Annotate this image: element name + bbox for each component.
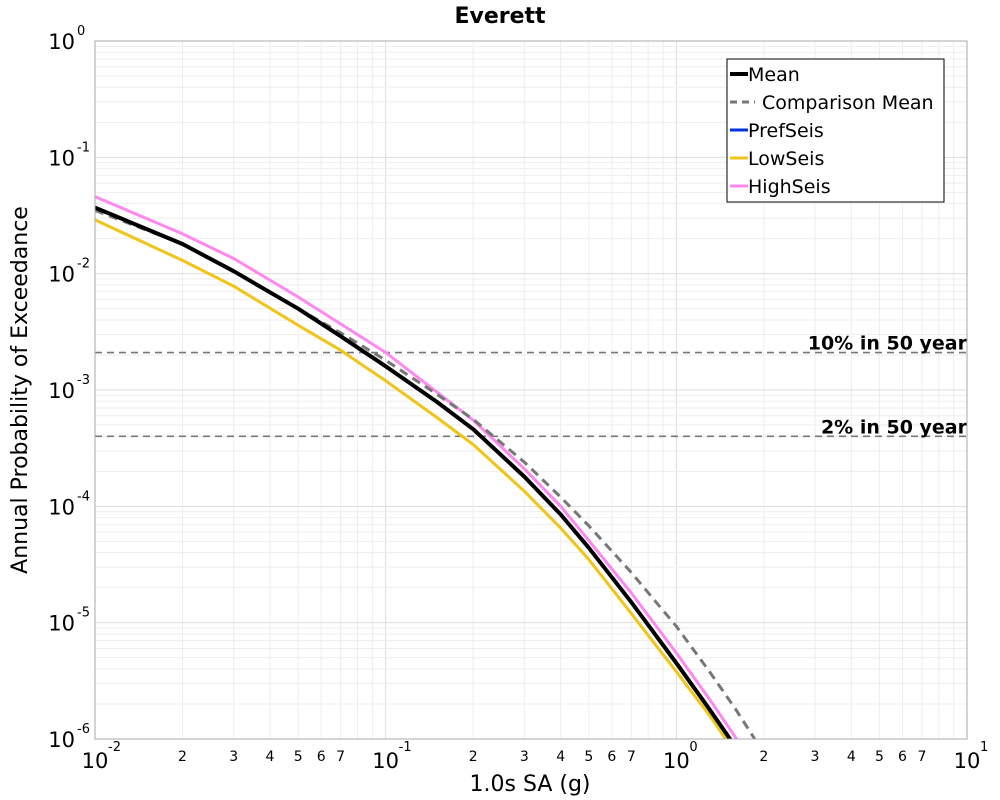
x-decade-tick-label: 100 [663,740,698,773]
legend: Mean Comparison Mean PrefSeis LowSeis HighSe… [726,58,945,203]
x-minor-tick-label: 3 [520,749,529,765]
x-tick-exponent: 1 [980,740,988,755]
x-decade-tick-label: 10-2 [82,740,121,773]
y-tick-base: 10 [48,30,75,54]
x-minor-tick-label: 5 [294,749,303,765]
series-line-mean [95,205,733,739]
y-tick-base: 10 [48,495,75,519]
x-minor-tick-label: 6 [607,749,616,765]
legend-item: Comparison Mean [730,92,934,114]
series-line-comparison-mean [95,208,757,739]
x-minor-tick-label: 6 [317,749,326,765]
legend-item: HighSeis [730,176,831,198]
x-minor-tick-label: 4 [847,749,856,765]
x-axis-label: 1.0s SA (g) [470,772,591,797]
legend-label: Comparison Mean [762,92,934,114]
y-decade-tick-label: 10 -3 [48,373,90,403]
y-decade-tick-label: 10 -5 [48,606,90,636]
legend-label: HighSeis [748,176,831,198]
y-tick-exponent: -1 [77,140,90,155]
chart-title: Everett [454,4,546,29]
series-line-prefseis [95,206,732,739]
y-tick-base: 10 [48,146,75,170]
plot-frame [94,40,968,740]
x-minor-tick-label: 7 [918,749,927,765]
legend-label: Mean [748,64,800,86]
y-tick-exponent: -5 [77,606,90,621]
reference-lines: 10% in 50 year 2% in 50 year [95,333,968,438]
y-tick-exponent: -3 [77,373,90,388]
x-tick-base: 10 [954,749,981,773]
x-decade-tick-label: 10-1 [372,740,411,773]
x-minor-tick-label: 7 [336,749,345,765]
legend-label: LowSeis [748,148,824,170]
x-minor-tick-label: 2 [469,749,478,765]
y-tick-base: 10 [48,612,75,636]
x-tick-exponent: 0 [689,740,697,755]
x-tick-base: 10 [663,749,690,773]
y-tick-base: 10 [48,379,75,403]
series-line-lowseis [95,218,728,739]
reference-line-label: 10% in 50 year [808,333,968,355]
x-decade-tick-label: 101 [954,740,989,773]
x-minor-tick-label: 5 [875,749,884,765]
legend-item: LowSeis [730,148,824,170]
legend-label: PrefSeis [748,120,824,142]
x-tick-base: 10 [372,749,399,773]
y-decade-tick-label: 10 -6 [48,722,90,752]
x-minor-tick-label: 4 [556,749,565,765]
legend-item: PrefSeis [730,120,824,142]
series-line-highseis [95,195,739,739]
y-tick-exponent: -6 [77,722,90,737]
x-tick-exponent: -1 [399,740,412,755]
y-decade-tick-label: 10 -2 [48,257,90,287]
y-axis-label: Annual Probability of Exceedance [8,206,33,574]
y-tick-base: 10 [48,263,75,287]
y-tick-exponent: -2 [77,257,90,272]
y-tick-base: 10 [48,728,75,752]
x-minor-tick-label: 5 [584,749,593,765]
y-decade-tick-label: 10 0 [48,24,85,54]
y-tick-exponent: 0 [77,24,85,39]
y-tick-exponent: -4 [77,489,90,504]
x-minor-tick-label: 3 [811,749,820,765]
x-minor-tick-label: 4 [266,749,275,765]
series-curves [95,195,757,739]
legend-item: Mean [730,64,800,86]
y-decade-tick-label: 10 -1 [48,140,90,170]
x-minor-tick-label: 2 [759,749,768,765]
legend-box [726,58,945,203]
y-decade-tick-label: 10 -4 [48,489,90,519]
x-tick-exponent: -2 [108,740,121,755]
x-minor-tick-label: 7 [627,749,636,765]
x-minor-tick-label: 3 [229,749,238,765]
reference-line-label: 2% in 50 year [821,416,968,438]
x-minor-tick-label: 2 [178,749,187,765]
x-tick-base: 10 [82,749,109,773]
x-minor-tick-label: 6 [898,749,907,765]
